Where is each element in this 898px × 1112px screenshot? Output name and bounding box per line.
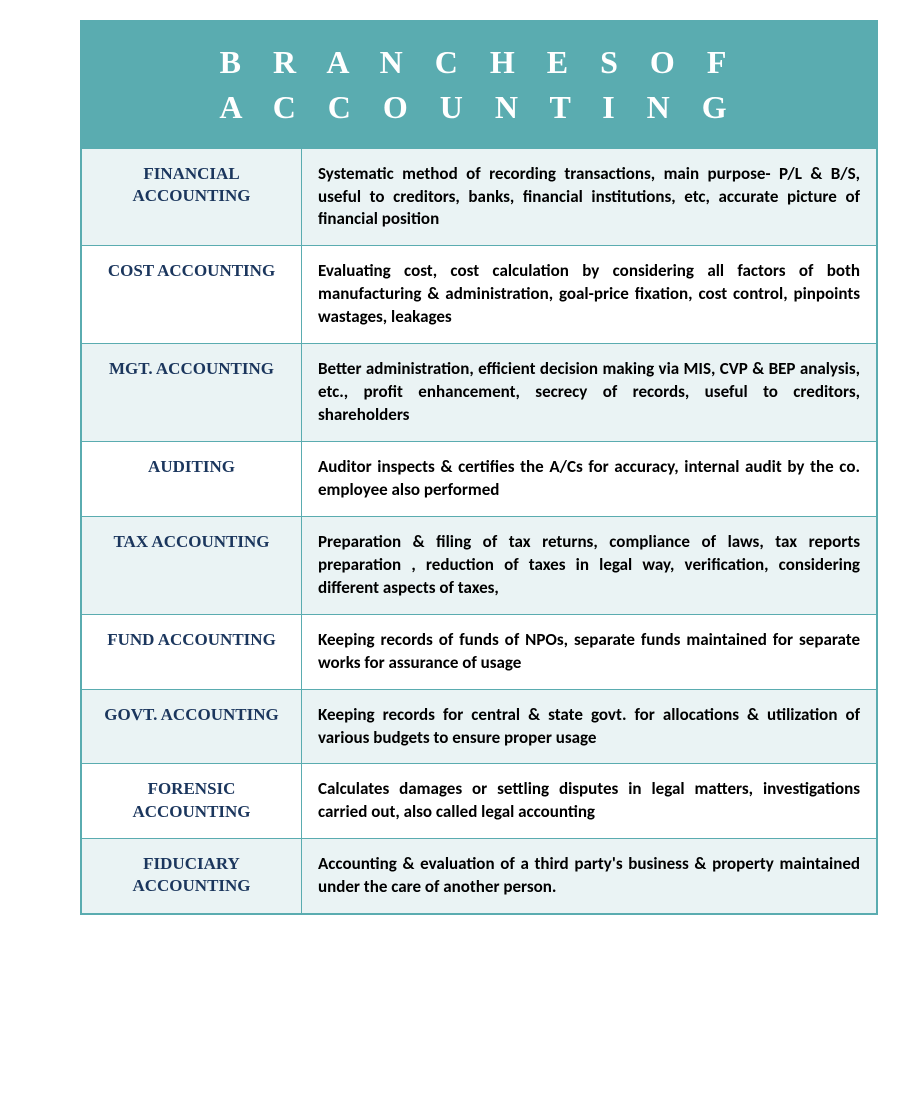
row-description: Auditor inspects & certifies the A/Cs fo… xyxy=(302,442,876,516)
table-row: TAX ACCOUNTING Preparation & filing of t… xyxy=(82,516,876,614)
branches-table: B R A N C H E S O FA C C O U N T I N G F… xyxy=(80,20,878,915)
row-label: COST ACCOUNTING xyxy=(82,246,302,343)
table-row: FUND ACCOUNTING Keeping records of funds… xyxy=(82,614,876,689)
table-title: B R A N C H E S O FA C C O U N T I N G xyxy=(82,22,876,148)
row-label: TAX ACCOUNTING xyxy=(82,517,302,614)
row-label: FORENSIC ACCOUNTING xyxy=(82,764,302,838)
table-row: COST ACCOUNTING Evaluating cost, cost ca… xyxy=(82,245,876,343)
row-description: Keeping records of funds of NPOs, separa… xyxy=(302,615,876,689)
row-description: Systematic method of recording transacti… xyxy=(302,149,876,246)
row-description: Calculates damages or settling disputes … xyxy=(302,764,876,838)
row-description: Better administration, efficient decisio… xyxy=(302,344,876,441)
row-description: Keeping records for central & state govt… xyxy=(302,690,876,764)
row-label: AUDITING xyxy=(82,442,302,516)
row-description: Evaluating cost, cost calculation by con… xyxy=(302,246,876,343)
title-line1: B R A N C H E S O FA C C O U N T I N G xyxy=(219,44,738,125)
table-row: FIDUCIARY ACCOUNTING Accounting & evalua… xyxy=(82,838,876,913)
row-label: GOVT. ACCOUNTING xyxy=(82,690,302,764)
row-description: Accounting & evaluation of a third party… xyxy=(302,839,876,913)
row-label: MGT. ACCOUNTING xyxy=(82,344,302,441)
row-label: FIDUCIARY ACCOUNTING xyxy=(82,839,302,913)
table-row: AUDITING Auditor inspects & certifies th… xyxy=(82,441,876,516)
table-row: FINANCIAL ACCOUNTING Systematic method o… xyxy=(82,148,876,246)
table-row: FORENSIC ACCOUNTING Calculates damages o… xyxy=(82,763,876,838)
table-row: MGT. ACCOUNTING Better administration, e… xyxy=(82,343,876,441)
table-row: GOVT. ACCOUNTING Keeping records for cen… xyxy=(82,689,876,764)
row-label: FINANCIAL ACCOUNTING xyxy=(82,149,302,246)
row-label: FUND ACCOUNTING xyxy=(82,615,302,689)
row-description: Preparation & filing of tax returns, com… xyxy=(302,517,876,614)
